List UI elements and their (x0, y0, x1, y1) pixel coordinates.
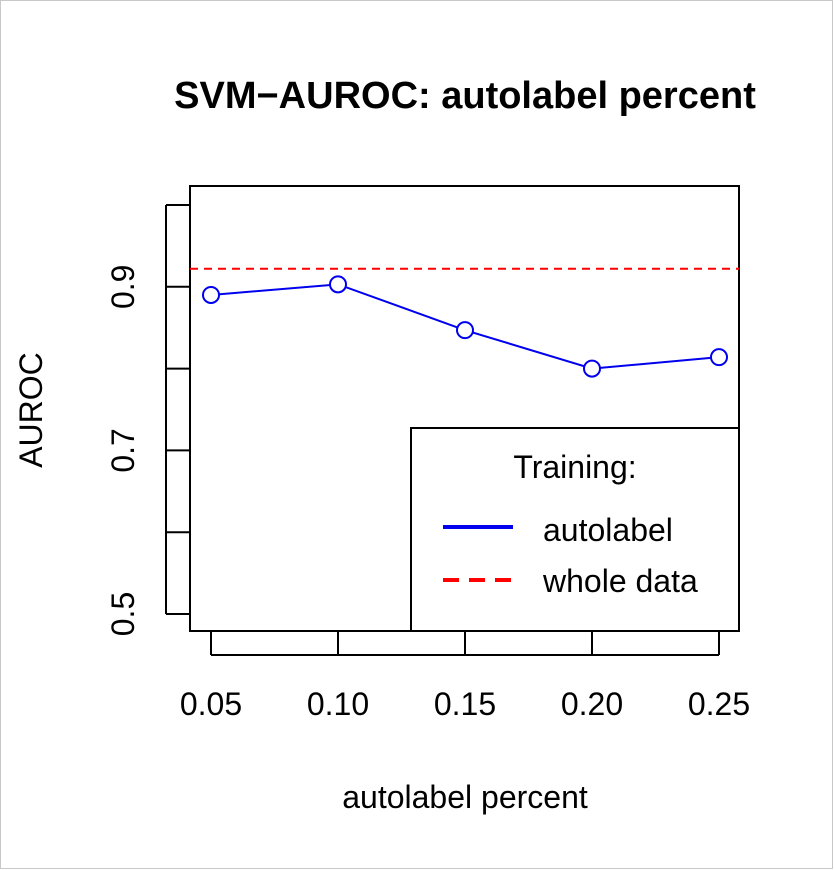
x-tick-label: 0.05 (180, 686, 242, 722)
y-tick-label: 0.7 (105, 428, 141, 472)
legend-box (410, 427, 740, 632)
y-tick-label: 0.5 (105, 592, 141, 636)
autolabel-data-point (583, 359, 601, 378)
legend-title: Training: (513, 449, 636, 485)
chart-title: SVM−AUROC: autolabel percent (174, 75, 756, 117)
x-tick-label: 0.25 (688, 686, 750, 722)
x-tick-label: 0.20 (561, 686, 623, 722)
y-tick-label: 0.9 (105, 265, 141, 309)
autolabel-data-point (202, 285, 220, 304)
x-axis: 0.05 0.10 0.15 0.20 0.25 (180, 631, 750, 722)
series-group (202, 275, 728, 378)
y-axis-label: AUROC (13, 352, 49, 468)
x-tick-label: 0.15 (434, 686, 496, 722)
legend: Training: autolabel whole data (410, 427, 740, 632)
y-axis: 0.5 0.7 0.9 (105, 204, 190, 636)
legend-label-autolabel: autolabel (543, 512, 673, 548)
autolabel-data-point (456, 321, 474, 340)
autolabel-data-point (710, 348, 728, 367)
x-axis-label: autolabel percent (342, 779, 588, 815)
x-tick-label: 0.10 (307, 686, 369, 722)
legend-label-whole-data: whole data (542, 563, 698, 599)
autolabel-data-point (329, 275, 347, 294)
